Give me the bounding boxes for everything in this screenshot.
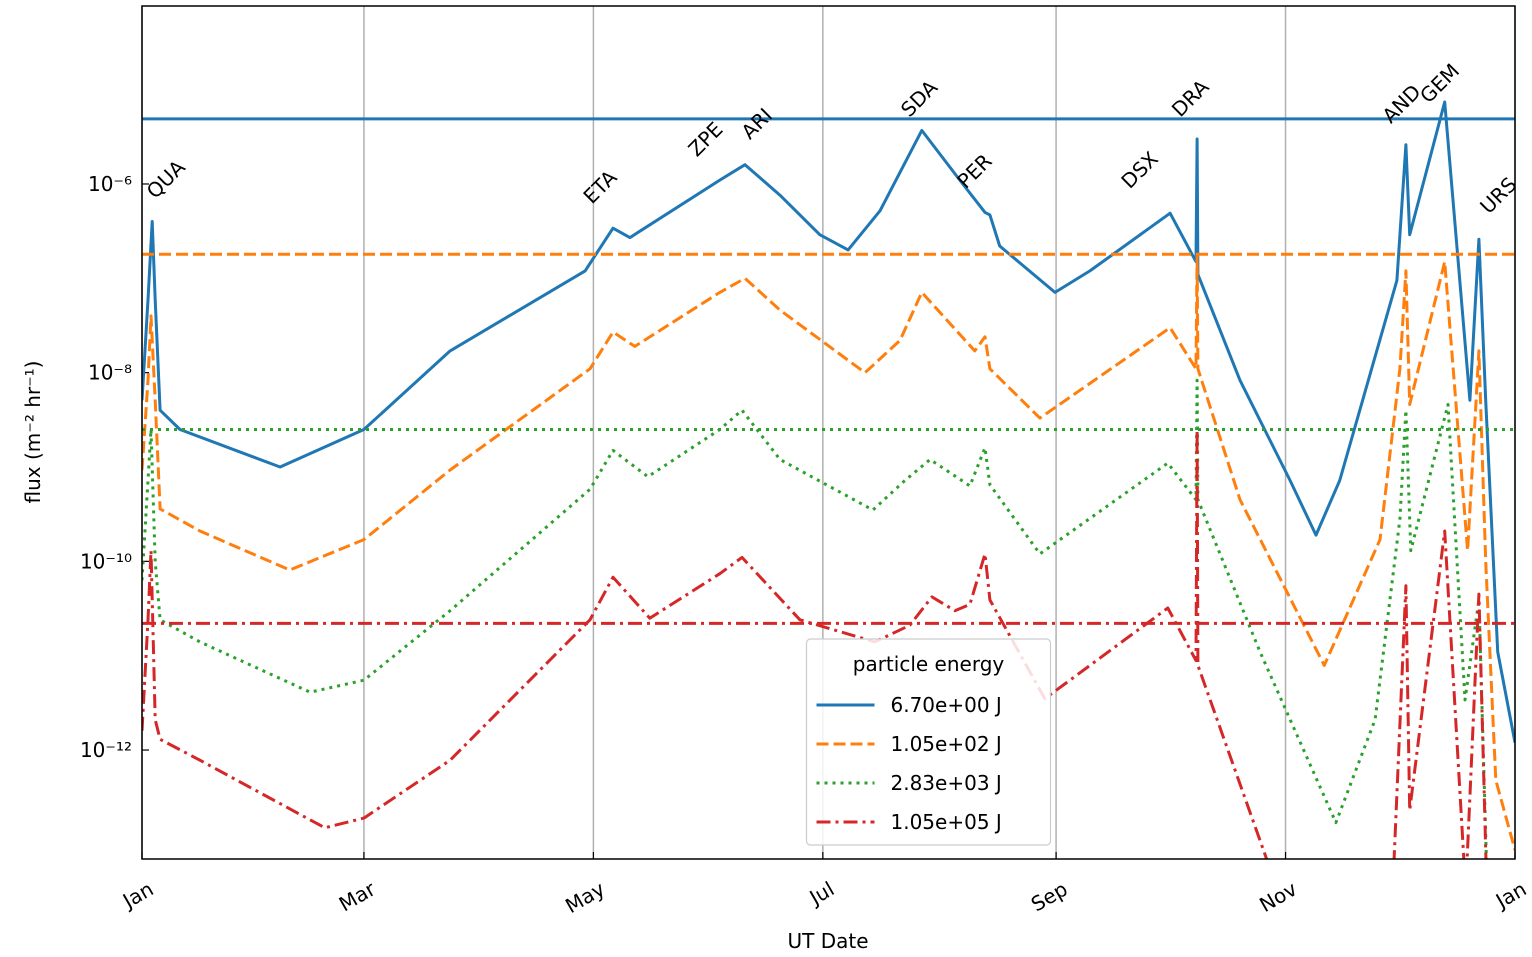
- y-tick-label: 10⁻⁶: [88, 172, 132, 196]
- annotation: DRA: [1167, 75, 1214, 122]
- y-tick-label: 10⁻¹²: [80, 738, 132, 762]
- x-tick-label: Jan: [117, 877, 157, 914]
- series-line: [142, 428, 1488, 859]
- annotation: ETA: [578, 165, 621, 208]
- legend-label: 2.83e+03 J: [891, 771, 1002, 795]
- legend-label: 1.05e+05 J: [891, 810, 1002, 834]
- annotation: ZPE: [683, 117, 727, 161]
- legend-label: 6.70e+00 J: [891, 693, 1002, 717]
- x-axis-label: UT Date: [787, 929, 868, 953]
- legend-box: [805, 638, 1052, 846]
- legend: particle energy 6.70e+00 J 1.05e+02 J 2.83e…: [805, 638, 1052, 846]
- x-tick-label: Nov: [1255, 877, 1301, 917]
- x-tick-label: May: [561, 877, 609, 919]
- x-tick-label: Sep: [1027, 877, 1072, 917]
- annotation: GEM: [1415, 59, 1464, 108]
- y-tick-label: 10⁻¹⁰: [80, 549, 132, 573]
- plot-frame: [141, 5, 1516, 860]
- annotation: PER: [952, 149, 996, 193]
- x-tick-label: Jan: [1490, 877, 1530, 914]
- legend-label: 1.05e+02 J: [891, 732, 1002, 756]
- annotation: ARI: [736, 103, 777, 144]
- annotation: QUA: [142, 155, 190, 203]
- annotation: SDA: [896, 75, 942, 121]
- plot-area: [142, 100, 1515, 859]
- series-line: [142, 100, 1515, 743]
- legend-title: particle energy: [853, 652, 1005, 676]
- series-line: [142, 252, 1515, 851]
- y-axis-label: flux (m⁻² hr⁻¹): [21, 361, 45, 504]
- annotation: DSX: [1116, 146, 1163, 193]
- x-tick-label: Jul: [804, 877, 839, 911]
- x-tick-label: Mar: [335, 876, 380, 916]
- y-tick-label: 10⁻⁸: [88, 361, 132, 385]
